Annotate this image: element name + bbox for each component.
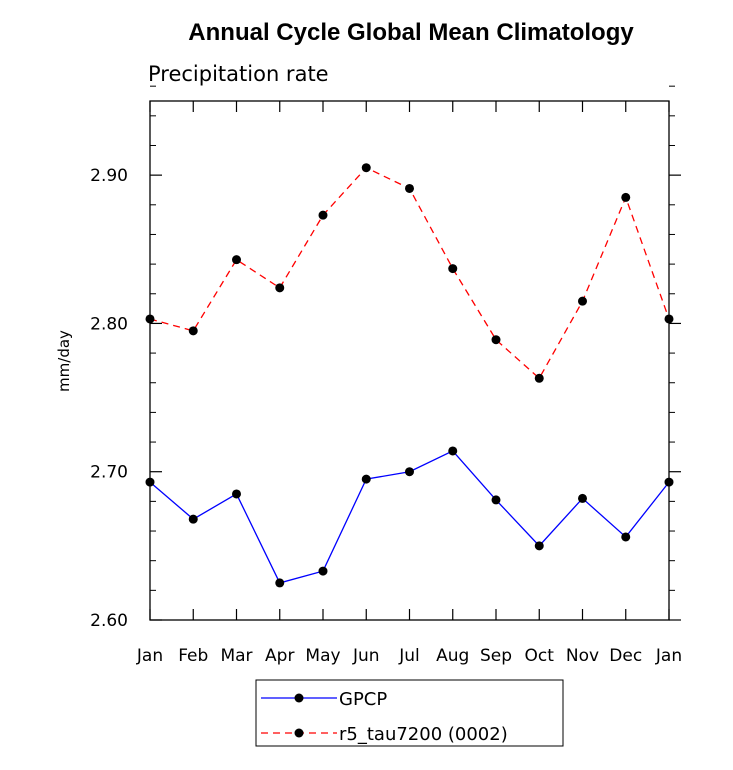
x-tick-label: Aug [436,646,469,666]
x-tick-label: May [305,646,340,666]
x-tick-label: Feb [178,646,208,666]
x-tick-label: Mar [220,646,252,666]
x-tick-label: Jul [398,646,420,666]
data-point-r5-tau7200-0002 [534,373,544,383]
legend-label-gpcp: GPCP [339,689,387,710]
legend-box [255,679,564,747]
data-point-r5-tau7200-0002 [448,264,458,274]
data-point-gpcp [275,578,285,588]
plot-frame [149,100,670,621]
data-point-r5-tau7200-0002 [405,183,414,193]
y-tick-label: 2.70 [90,463,128,483]
data-point-gpcp [318,566,328,576]
x-tick-label: Apr [265,646,294,666]
legend-marker-r5-tau7200-0002 [294,728,304,738]
data-point-r5-tau7200-0002 [621,192,631,202]
data-point-r5-tau7200-0002 [361,163,371,173]
x-tick-label: Jan [655,646,682,666]
y-tick-label: 2.60 [90,611,128,631]
data-point-gpcp [534,541,544,551]
plot-layer: Jan Feb Mar Apr May Jun Jul Aug Sep Oct Nov Dec Jan 2… [90,85,682,666]
data-point-gpcp [578,493,587,503]
x-tick-label: Dec [609,646,642,666]
legend-label-r5-tau7200-0002: r5_tau7200 (0002) [339,724,508,745]
data-point-gpcp [188,514,198,524]
chart-subtitle: Precipitation rate [148,62,329,86]
x-tick-label: Nov [566,646,599,666]
data-point-r5-tau7200-0002 [491,335,501,345]
data-point-r5-tau7200-0002 [318,210,328,220]
legend-marker-gpcp [294,693,304,703]
data-point-gpcp [232,489,241,499]
y-tick-label: 2.90 [90,166,128,186]
data-point-gpcp [621,532,631,542]
y-axis-label: mm/day [55,330,73,392]
data-point-r5-tau7200-0002 [578,296,587,306]
data-point-gpcp [491,495,501,505]
data-point-r5-tau7200-0002 [188,326,198,336]
legend-entries: GPCP r5_tau7200 (0002) [261,689,508,745]
x-tick-label: Jun [352,646,380,666]
y-tick-label: 2.80 [90,314,128,334]
chart-title: Annual Cycle Global Mean Climatology [188,19,634,46]
x-tick-label: Oct [525,646,555,666]
data-point-gpcp [361,474,371,484]
x-tick-label: Jan [136,646,163,666]
data-point-gpcp [405,467,414,477]
legend: GPCP r5_tau7200 (0002) [255,679,564,747]
data-point-gpcp [448,446,458,456]
data-point-r5-tau7200-0002 [275,283,285,293]
data-point-r5-tau7200-0002 [232,255,241,265]
series-line-r5-tau7200-0002 [149,166,670,380]
x-tick-label: Sep [480,646,512,666]
